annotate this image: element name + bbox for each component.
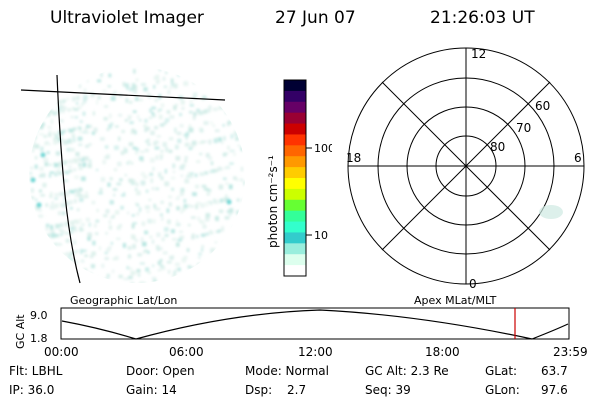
polar-plot-panel: 12 0 18 6 60 70 80 [335,40,600,300]
time: 21:26:03 UT [430,8,535,28]
mlt-label-6: 6 [574,151,582,165]
colorbar-cell [284,199,306,212]
glon-label: GLon: [485,383,520,397]
mode-value: Mode: Normal [245,364,329,378]
mlt-label-12: 12 [471,47,486,61]
colorbar-tick-10: 10 [314,229,328,242]
xtick-2359: 23:59 [553,345,588,359]
date: 27 Jun 07 [275,8,356,28]
geographic-image-panel [15,55,255,295]
colorbar-cell [284,80,306,92]
geographic-disk [20,67,245,284]
dsp-label: Dsp: [245,383,273,397]
altitude-axis-label: GC Alt [14,314,27,349]
altitude-tick-bottom: 1.8 [30,332,48,345]
colorbar-cell [284,210,306,223]
xtick-1200: 12:00 [298,345,333,359]
altitude-tick-top: 9.0 [30,309,48,322]
colorbar-cell [284,145,306,157]
colorbar-cell [284,243,306,255]
colorbar-cell [284,101,306,114]
gc-alt-value: GC Alt: 2.3 Re [365,364,449,378]
colorbar-cell [284,156,306,168]
altitude-plot-frame [60,307,570,340]
door-status: Door: Open [126,364,195,378]
colorbar-cell [284,134,306,146]
glat-value: 63.7 [541,364,568,378]
colorbar-cell [284,254,306,266]
colorbar-cell [284,232,306,244]
altitude-plot-panel: Geographic Lat/Lon Apex MLat/MLT GC Alt … [0,294,600,365]
xtick-1800: 18:00 [425,345,460,359]
mlat-label-70: 70 [516,121,531,135]
xtick-0600: 06:00 [169,345,204,359]
colorbar-cell [284,90,306,103]
colorbar-cell [284,112,306,125]
altitude-curve [61,309,569,340]
filter-value: Flt: LBHL [9,364,63,378]
polar-emission-patch [539,205,563,219]
latitude-line [20,89,226,101]
colorbar-tick-100: 100 [314,142,332,155]
mlat-label-60: 60 [535,99,550,113]
colorbar-scale [284,80,306,277]
colorbar-cell [284,265,306,277]
mlt-label-18: 18 [346,151,361,165]
geographic-label: Geographic Lat/Lon [70,294,178,307]
colorbar-cell [284,167,306,179]
xtick-0000: 00:00 [44,345,79,359]
gain-value: Gain: 14 [126,383,177,397]
title: Ultraviolet Imager [50,8,204,28]
ip-value: IP: 36.0 [9,383,55,397]
colorbar-cell [284,123,306,136]
dsp-value: 2.7 [287,383,307,397]
apex-label: Apex MLat/MLT [414,294,497,307]
polar-diagonal-2 [381,81,551,251]
longitude-line [56,74,81,284]
colorbar-cell [284,178,306,190]
aurora-emission [29,67,245,283]
colorbar-cell [284,221,306,234]
colorbar: 100 10 photon cm⁻²s⁻¹ [262,78,335,278]
mlt-label-0: 0 [469,277,477,291]
glon-value: 97.6 [541,383,568,397]
glat-label: GLat: [485,364,518,378]
colorbar-unit-label: photon cm⁻²s⁻¹ [266,155,280,248]
seq-value: Seq: 39 [365,383,411,397]
mlat-label-80: 80 [490,140,505,154]
colorbar-cell [284,188,306,201]
